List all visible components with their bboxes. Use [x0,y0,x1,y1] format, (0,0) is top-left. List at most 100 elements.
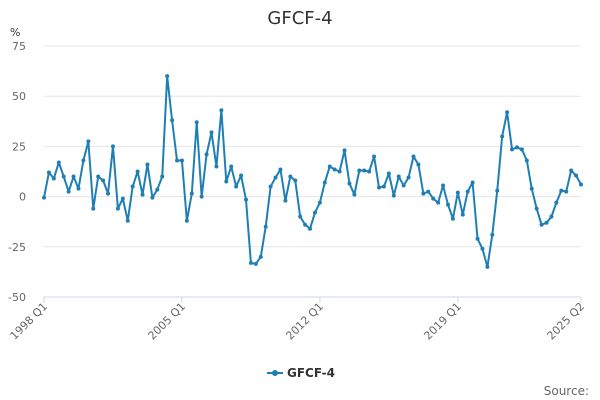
data-point[interactable] [322,180,327,185]
data-point[interactable] [273,175,278,180]
data-point[interactable] [372,154,377,159]
data-point[interactable] [199,194,204,199]
data-point[interactable] [485,264,490,269]
data-point[interactable] [534,206,539,211]
data-point[interactable] [495,188,500,193]
data-point[interactable] [352,192,357,197]
data-point[interactable] [362,168,367,173]
data-point[interactable] [337,169,342,174]
data-point[interactable] [377,185,382,190]
data-point[interactable] [170,118,175,123]
data-point[interactable] [455,190,460,195]
data-point[interactable] [564,189,569,194]
data-point[interactable] [189,191,194,196]
data-point[interactable] [224,179,229,184]
data-point[interactable] [46,170,51,175]
data-point[interactable] [347,181,352,186]
data-point[interactable] [381,184,386,189]
data-point[interactable] [450,216,455,221]
data-point[interactable] [579,182,583,187]
data-point[interactable] [386,171,391,176]
data-point[interactable] [91,206,96,211]
data-point[interactable] [135,169,140,174]
data-point[interactable] [421,191,426,196]
data-point[interactable] [150,195,155,200]
data-point[interactable] [480,246,485,251]
data-point[interactable] [411,154,416,159]
data-point[interactable] [470,180,475,185]
data-point[interactable] [140,192,145,197]
data-point[interactable] [327,164,332,169]
data-point[interactable] [209,130,214,135]
data-point[interactable] [81,158,86,163]
data-point[interactable] [194,120,199,125]
data-point[interactable] [234,184,239,189]
data-point[interactable] [401,183,406,188]
data-point[interactable] [283,198,288,203]
data-point[interactable] [519,147,524,152]
data-point[interactable] [214,164,219,169]
data-point[interactable] [115,206,120,211]
legend-label[interactable]: GFCF-4 [287,366,335,380]
data-point[interactable] [106,191,111,196]
data-point[interactable] [76,186,81,191]
data-point[interactable] [332,167,337,172]
data-point[interactable] [574,173,579,178]
data-point[interactable] [179,158,184,163]
data-point[interactable] [268,184,273,189]
data-point[interactable] [529,186,534,191]
data-point[interactable] [175,158,180,163]
data-point[interactable] [248,260,253,265]
data-point[interactable] [367,169,372,174]
data-point[interactable] [490,232,495,237]
data-point[interactable] [431,196,436,201]
data-point[interactable] [42,195,46,200]
data-point[interactable] [96,174,101,179]
legend[interactable]: GFCF-4 [267,366,335,380]
data-point[interactable] [155,187,160,192]
data-point[interactable] [559,188,564,193]
data-point[interactable] [317,200,322,205]
data-point[interactable] [61,174,66,179]
data-point[interactable] [544,220,549,225]
data-point[interactable] [426,189,431,194]
data-point[interactable] [342,148,347,153]
data-point[interactable] [125,218,130,223]
data-point[interactable] [549,214,554,219]
data-point[interactable] [416,162,421,167]
data-point[interactable] [229,164,234,169]
data-point[interactable] [460,212,465,217]
data-point[interactable] [554,200,559,205]
data-point[interactable] [569,168,574,173]
data-point[interactable] [505,110,510,115]
data-point[interactable] [396,174,401,179]
data-point[interactable] [165,74,170,79]
data-point[interactable] [514,145,519,150]
data-point[interactable] [293,178,298,183]
data-point[interactable] [145,162,150,167]
data-point[interactable] [441,183,446,188]
data-point[interactable] [243,197,248,202]
data-point[interactable] [436,200,441,205]
data-point[interactable] [86,139,91,144]
data-point[interactable] [239,173,244,178]
data-point[interactable] [510,147,515,152]
data-point[interactable] [303,222,308,227]
data-point[interactable] [465,189,470,194]
data-point[interactable] [288,174,293,179]
data-point[interactable] [308,226,313,231]
data-point[interactable] [539,222,544,227]
data-point[interactable] [357,168,362,173]
data-point[interactable] [184,218,189,223]
data-point[interactable] [160,174,165,179]
data-point[interactable] [71,174,76,179]
data-point[interactable] [298,214,303,219]
data-point[interactable] [524,158,529,163]
data-point[interactable] [391,193,396,198]
data-point[interactable] [258,254,263,259]
data-point[interactable] [253,261,258,266]
data-point[interactable] [312,210,317,215]
data-point[interactable] [278,167,283,172]
data-point[interactable] [110,144,115,149]
data-point[interactable] [475,236,480,241]
